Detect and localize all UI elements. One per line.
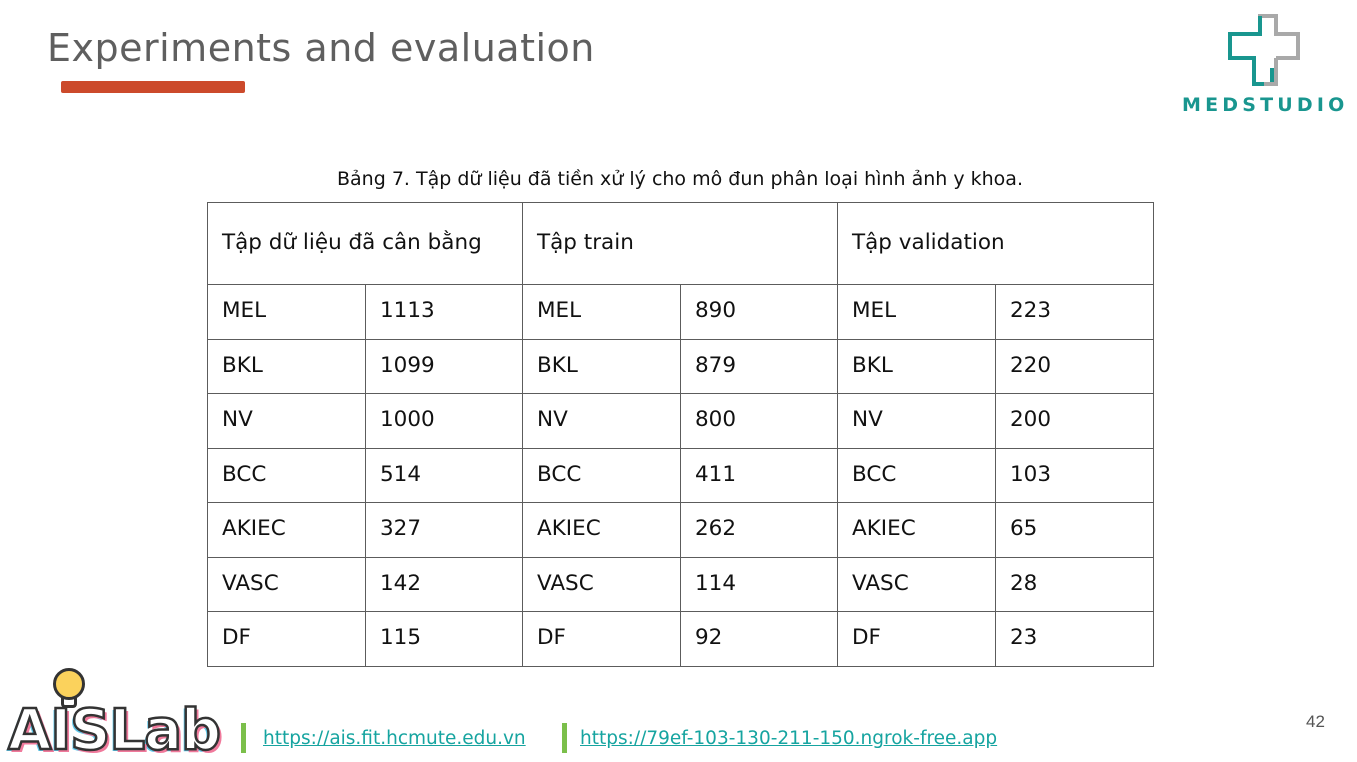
table-cell: 1099 — [365, 338, 523, 394]
table-cell: DF — [522, 611, 681, 667]
table-row: VASC 142 VASC 114 VASC 28 — [207, 556, 1154, 612]
table-cell: MEL — [207, 284, 366, 340]
dataset-table: Tập dữ liệu đã cân bằng Tập train Tập va… — [207, 202, 1154, 667]
page-number: 42 — [1306, 712, 1325, 731]
table-cell: BCC — [522, 447, 681, 503]
ais-website-link[interactable]: https://ais.fit.hcmute.edu.vn — [263, 728, 526, 749]
medical-cross-icon — [1228, 14, 1300, 86]
aislab-logo: AISLab — [7, 668, 223, 762]
table-cell: MEL — [837, 284, 996, 340]
table-cell: 28 — [995, 556, 1154, 612]
table-cell: 103 — [995, 447, 1154, 503]
link-separator — [562, 723, 567, 753]
table-cell: MEL — [522, 284, 681, 340]
table-cell: 65 — [995, 502, 1154, 558]
table-row: DF 115 DF 92 DF 23 — [207, 611, 1154, 667]
medstudio-logo-text: MEDSTUDIO — [1182, 94, 1349, 116]
table-cell: 327 — [365, 502, 523, 558]
table-cell: 262 — [680, 502, 838, 558]
table-cell: 220 — [995, 338, 1154, 394]
table-cell: BCC — [207, 447, 366, 503]
table-cell: AKIEC — [207, 502, 366, 558]
table-caption: Bảng 7. Tập dữ liệu đã tiền xử lý cho mô… — [337, 168, 1023, 190]
table-cell: BKL — [522, 338, 681, 394]
table-cell: AKIEC — [522, 502, 681, 558]
table-cell: 200 — [995, 393, 1154, 449]
table-cell: 800 — [680, 393, 838, 449]
table-cell: 1000 — [365, 393, 523, 449]
link-separator — [241, 723, 246, 753]
header-balanced-set: Tập dữ liệu đã cân bằng — [207, 202, 523, 285]
table-row: BCC 514 BCC 411 BCC 103 — [207, 447, 1154, 503]
table-cell: BCC — [837, 447, 996, 503]
table-cell: 890 — [680, 284, 838, 340]
table-cell: BKL — [207, 338, 366, 394]
title-accent-bar — [61, 81, 245, 93]
header-train-set: Tập train — [522, 202, 838, 285]
table-cell: DF — [837, 611, 996, 667]
medstudio-logo: MEDSTUDIO — [1180, 12, 1350, 120]
table-cell: 115 — [365, 611, 523, 667]
slide-title: Experiments and evaluation — [47, 26, 595, 70]
table-cell: AKIEC — [837, 502, 996, 558]
header-validation-set: Tập validation — [837, 202, 1154, 285]
table-header-row: Tập dữ liệu đã cân bằng Tập train Tập va… — [207, 202, 1154, 285]
table-cell: 514 — [365, 447, 523, 503]
table-cell: 223 — [995, 284, 1154, 340]
table-cell: 114 — [680, 556, 838, 612]
table-cell: NV — [837, 393, 996, 449]
table-cell: 1113 — [365, 284, 523, 340]
table-cell: DF — [207, 611, 366, 667]
table-cell: 142 — [365, 556, 523, 612]
table-cell: 411 — [680, 447, 838, 503]
table-row: MEL 1113 MEL 890 MEL 223 — [207, 284, 1154, 340]
table-row: AKIEC 327 AKIEC 262 AKIEC 65 — [207, 502, 1154, 558]
table-cell: VASC — [207, 556, 366, 612]
table-cell: 879 — [680, 338, 838, 394]
aislab-logo-text: AISLab — [7, 697, 223, 762]
table-cell: NV — [522, 393, 681, 449]
table-cell: VASC — [522, 556, 681, 612]
lightbulb-icon — [53, 668, 85, 700]
table-cell: 23 — [995, 611, 1154, 667]
table-row: BKL 1099 BKL 879 BKL 220 — [207, 338, 1154, 394]
table-cell: BKL — [837, 338, 996, 394]
table-cell: 92 — [680, 611, 838, 667]
ngrok-app-link[interactable]: https://79ef-103-130-211-150.ngrok-free.… — [580, 728, 998, 749]
lightbulb-base — [61, 698, 77, 708]
table-cell: VASC — [837, 556, 996, 612]
table-cell: NV — [207, 393, 366, 449]
table-row: NV 1000 NV 800 NV 200 — [207, 393, 1154, 449]
